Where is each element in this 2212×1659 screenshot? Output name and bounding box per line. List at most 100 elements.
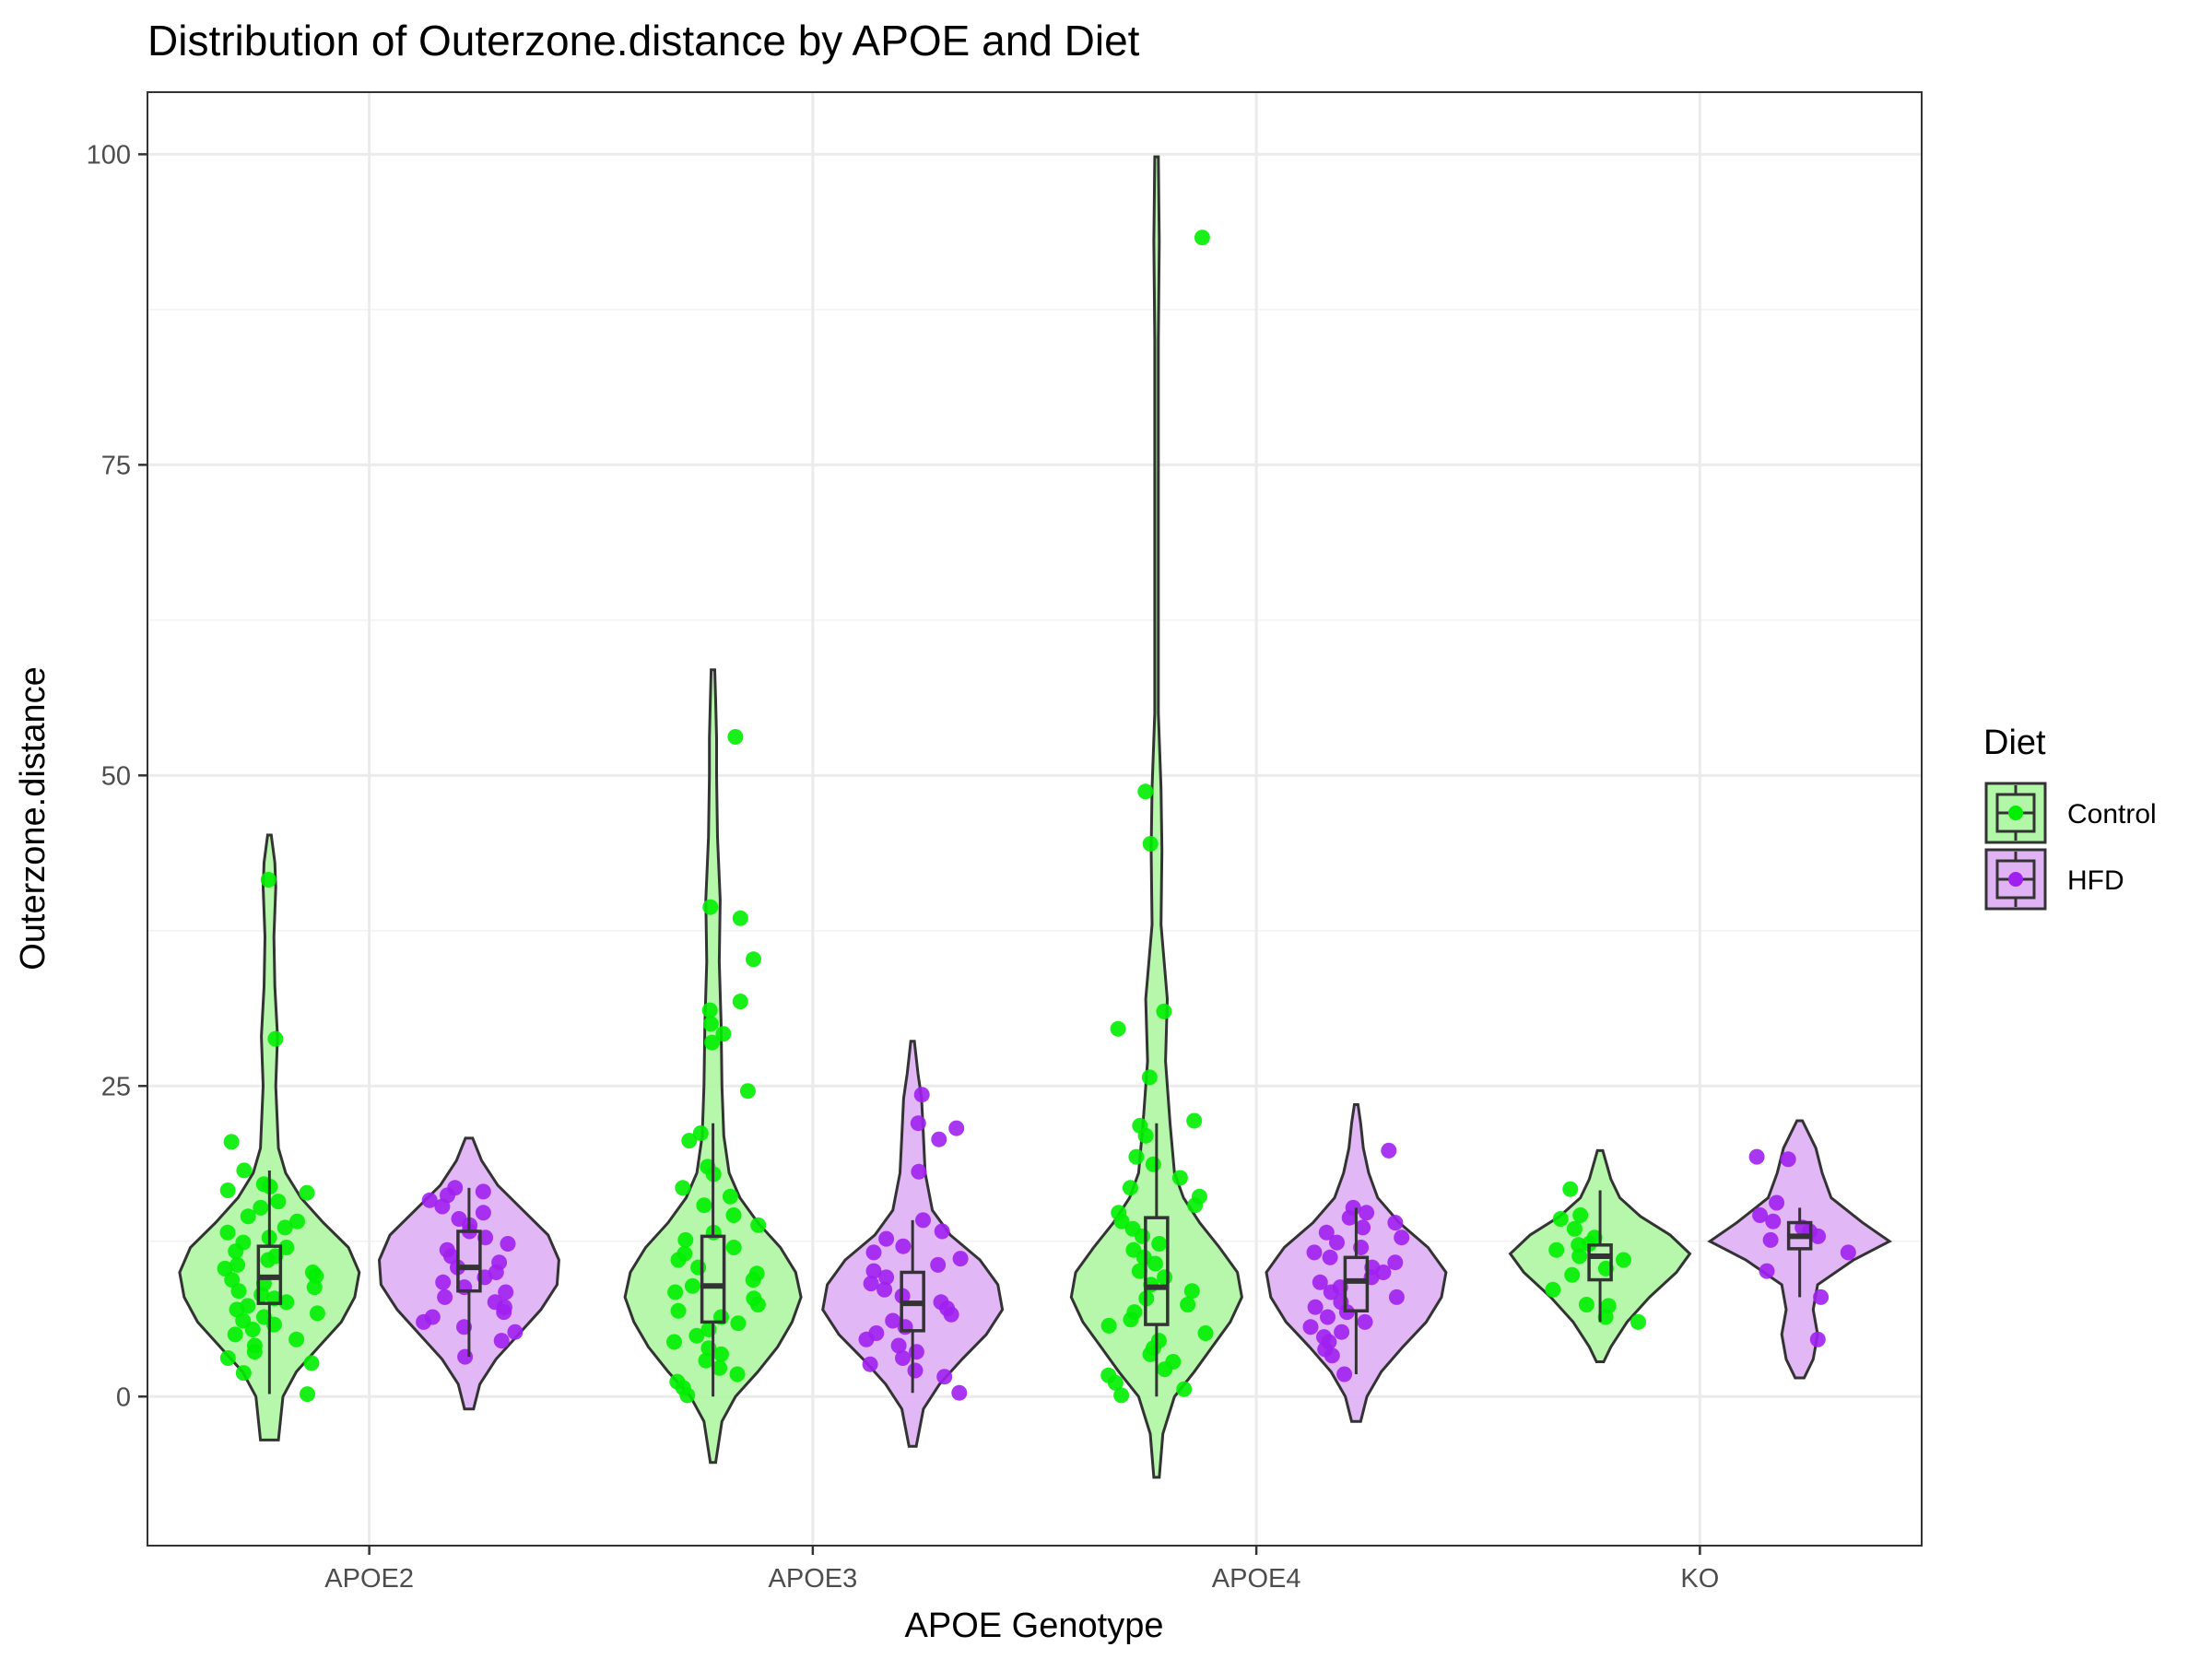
data-point xyxy=(1142,1346,1159,1362)
data-point xyxy=(1307,1299,1324,1315)
data-point xyxy=(435,1274,452,1290)
box xyxy=(1587,1243,1613,1282)
data-point xyxy=(910,1115,926,1132)
data-point xyxy=(1194,229,1210,246)
data-point xyxy=(1128,1148,1145,1165)
data-point xyxy=(952,1251,969,1267)
data-point xyxy=(227,1326,243,1343)
data-point xyxy=(895,1238,912,1254)
data-point xyxy=(666,1334,682,1350)
data-point xyxy=(267,1030,284,1047)
data-point xyxy=(1180,1297,1196,1312)
data-point xyxy=(907,1362,924,1379)
data-point xyxy=(936,1369,953,1385)
box xyxy=(1343,1255,1370,1313)
data-point xyxy=(725,1240,742,1255)
data-point xyxy=(885,1312,901,1329)
data-point xyxy=(1780,1151,1796,1168)
data-point xyxy=(246,1344,263,1360)
data-point xyxy=(223,1134,240,1150)
box xyxy=(700,1234,726,1324)
data-point xyxy=(930,1256,947,1273)
data-point xyxy=(1357,1313,1373,1330)
data-point xyxy=(1324,1347,1340,1364)
legend-point xyxy=(2008,872,2023,887)
data-point xyxy=(276,1219,293,1236)
axes: 0 25 50 75 100 APOE2 APOE3 APOE4 KO xyxy=(87,140,1720,1594)
data-point xyxy=(943,1306,959,1323)
data-point xyxy=(493,1333,510,1349)
data-point xyxy=(1135,1228,1150,1244)
data-point xyxy=(437,1288,453,1305)
data-point xyxy=(1123,1312,1139,1328)
data-point xyxy=(217,1260,233,1277)
data-point xyxy=(289,1213,305,1230)
data-point xyxy=(299,1184,315,1201)
data-point xyxy=(1302,1319,1319,1335)
data-point xyxy=(457,1348,474,1365)
data-point xyxy=(692,1125,709,1141)
data-point xyxy=(878,1230,895,1247)
data-point xyxy=(690,1259,707,1276)
violin-control-apoe3 xyxy=(623,668,803,1465)
data-point xyxy=(1151,1236,1168,1252)
x-tick-label: APOE4 xyxy=(1212,1564,1301,1594)
data-point xyxy=(696,1197,712,1214)
data-point xyxy=(1566,1220,1583,1237)
data-point xyxy=(1359,1205,1375,1221)
data-point xyxy=(688,1327,705,1344)
data-point xyxy=(749,1297,766,1312)
data-point xyxy=(1107,1374,1124,1391)
x-tick-label: APOE2 xyxy=(324,1564,414,1594)
data-point xyxy=(1110,1020,1126,1037)
data-point xyxy=(1840,1244,1856,1261)
data-point xyxy=(746,951,761,968)
data-point xyxy=(1752,1207,1769,1223)
data-point xyxy=(701,1002,718,1018)
data-point xyxy=(1176,1381,1193,1397)
data-point xyxy=(878,1269,895,1286)
data-point xyxy=(1548,1241,1565,1258)
data-point xyxy=(260,872,276,888)
data-point xyxy=(729,1366,746,1382)
data-point xyxy=(1197,1325,1214,1341)
data-point xyxy=(1137,1127,1154,1144)
y-tick-label: 100 xyxy=(87,140,131,170)
data-point xyxy=(745,1272,761,1288)
data-point xyxy=(1131,1263,1147,1279)
data-point xyxy=(1122,1180,1138,1196)
data-point xyxy=(1552,1211,1569,1227)
data-point xyxy=(877,1281,893,1298)
data-point xyxy=(219,1224,236,1241)
violin-control-apoe4 xyxy=(1069,155,1243,1479)
data-point xyxy=(230,1283,247,1300)
data-point xyxy=(1113,1387,1130,1404)
data-point xyxy=(1813,1288,1830,1305)
data-point xyxy=(475,1205,491,1221)
data-point xyxy=(1564,1266,1581,1283)
data-point xyxy=(713,1346,729,1362)
y-tick-label: 75 xyxy=(101,451,131,480)
data-point xyxy=(253,1199,269,1216)
data-point xyxy=(1187,1197,1204,1214)
data-point xyxy=(1597,1309,1614,1325)
data-point xyxy=(1318,1224,1335,1241)
box xyxy=(456,1230,482,1293)
data-point xyxy=(865,1263,882,1279)
data-point xyxy=(670,1302,687,1319)
y-tick-label: 50 xyxy=(101,761,131,791)
data-point xyxy=(865,1244,882,1261)
boxplots xyxy=(256,1123,1813,1397)
legend-point xyxy=(2008,806,2023,820)
data-point xyxy=(1322,1249,1338,1265)
data-point xyxy=(913,1087,930,1103)
data-point xyxy=(1147,1255,1163,1272)
legend-item-hfd: HFD xyxy=(1984,848,2124,911)
data-point xyxy=(300,1386,315,1403)
data-point xyxy=(732,994,748,1010)
data-point xyxy=(1341,1209,1358,1226)
data-point xyxy=(1762,1231,1779,1248)
data-point xyxy=(434,1198,451,1215)
data-point xyxy=(498,1284,514,1300)
